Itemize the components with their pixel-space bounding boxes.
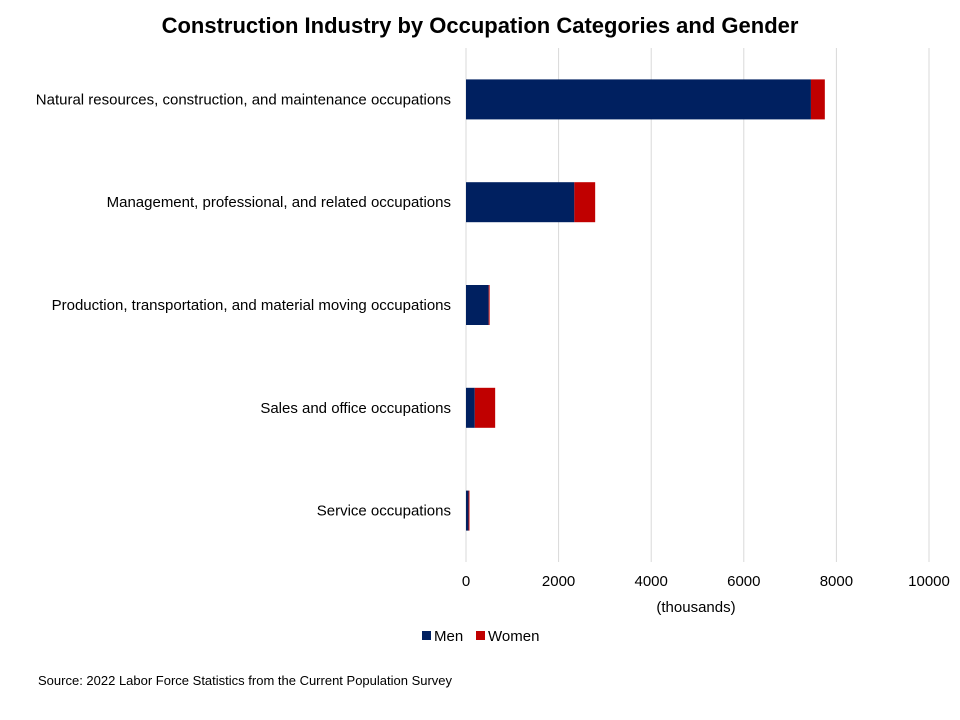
category-labels: Natural resources, construction, and mai… <box>36 91 451 519</box>
x-axis-title: (thousands) <box>656 599 735 616</box>
bar-women <box>468 490 470 531</box>
category-label: Sales and office occupations <box>260 400 451 417</box>
bar-men <box>466 490 469 531</box>
category-label: Production, transportation, and material… <box>52 297 451 314</box>
x-tick-labels: 0 2000 4000 6000 8000 10000 <box>462 573 950 590</box>
category-label: Natural resources, construction, and mai… <box>36 91 451 108</box>
category-label: Service occupations <box>317 503 451 520</box>
x-tick-label: 6000 <box>727 573 760 590</box>
legend-label-men: Men <box>434 628 463 645</box>
legend-swatch-women <box>476 631 485 640</box>
bar-men <box>466 79 811 120</box>
bar-men <box>466 387 475 428</box>
x-tick-label: 0 <box>462 573 470 590</box>
x-tick-label: 8000 <box>820 573 853 590</box>
x-tick-label: 10000 <box>908 573 950 590</box>
gridlines <box>465 48 930 562</box>
chart-title: Construction Industry by Occupation Cate… <box>162 13 799 38</box>
legend-label-women: Women <box>488 628 539 645</box>
x-tick-label: 2000 <box>542 573 575 590</box>
bar-women <box>574 182 596 223</box>
source-note: Source: 2022 Labor Force Statistics from… <box>38 673 453 688</box>
bars <box>466 79 825 531</box>
bar-women <box>488 285 490 325</box>
bar-men <box>466 182 575 223</box>
category-label: Management, professional, and related oc… <box>107 194 451 211</box>
x-tick-label: 4000 <box>635 573 668 590</box>
legend-swatch-men <box>422 631 431 640</box>
bar-men <box>466 285 489 325</box>
bar-women <box>810 79 825 120</box>
legend: Men Women <box>422 628 539 645</box>
bar-women <box>474 387 496 428</box>
